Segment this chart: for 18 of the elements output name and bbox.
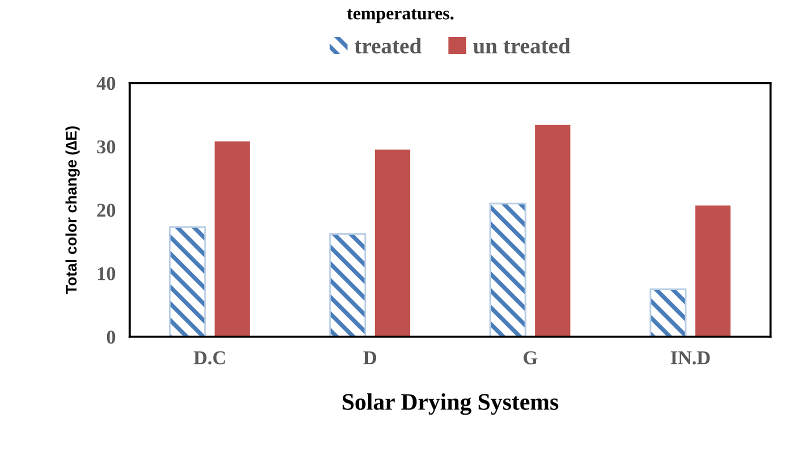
- x-tick-label: IN.D: [670, 351, 710, 364]
- x-tick-label: D.C: [194, 351, 225, 364]
- bar: [214, 141, 250, 337]
- x-tick-label: G: [524, 351, 538, 364]
- legend-label: un treated: [473, 38, 570, 54]
- y-axis-title: Total color change (∆E): [65, 126, 80, 294]
- legend-label: treated: [354, 38, 422, 54]
- bar: [374, 150, 410, 337]
- y-tick-label: 40: [96, 76, 116, 90]
- y-tick-label: 20: [97, 204, 116, 217]
- y-tick-label: 0: [106, 330, 116, 344]
- y-tick-label: 30: [97, 140, 116, 154]
- x-tick-label: D: [363, 351, 376, 364]
- x-axis-title: Solar Drying Systems: [342, 393, 558, 415]
- y-tick-label: 10: [98, 267, 116, 280]
- chart-title: temperatures.: [347, 9, 454, 24]
- bar: [695, 205, 731, 337]
- bar: [535, 124, 570, 337]
